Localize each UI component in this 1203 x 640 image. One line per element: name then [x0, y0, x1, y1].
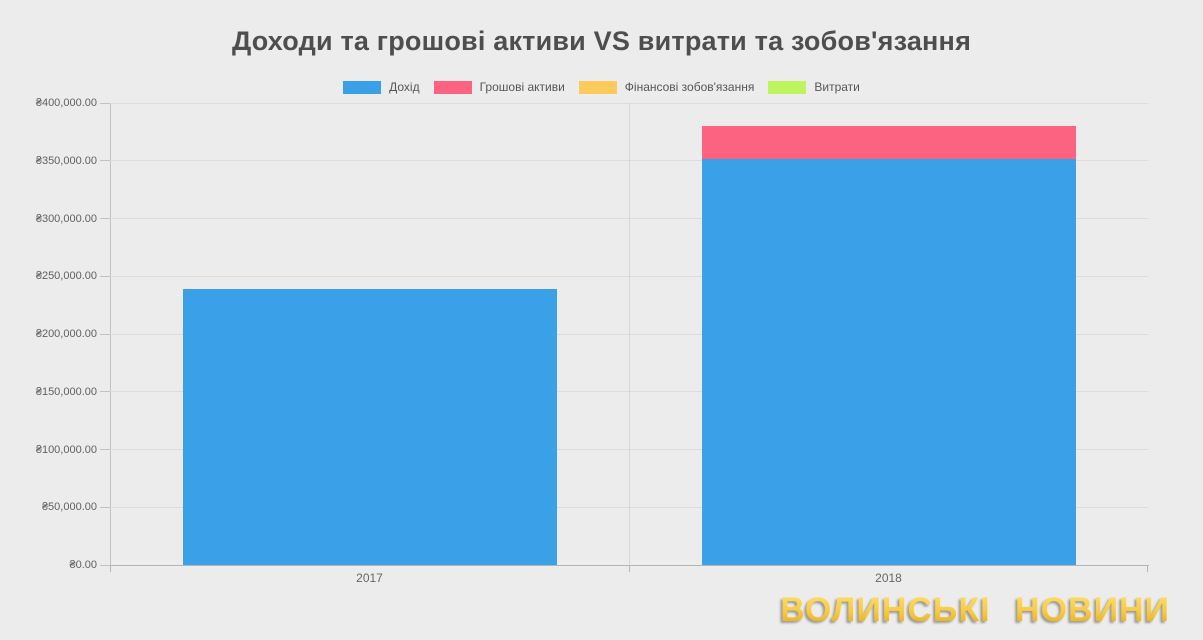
- bar-segment-2018-series-2[interactable]: [701, 126, 1076, 160]
- y-axis-tick: [100, 506, 110, 508]
- chart-legend: Дохід Грошові активи Фінансові зобов'язанн…: [0, 80, 1203, 94]
- legend-item-3[interactable]: Фінансові зобов'язання: [578, 80, 755, 94]
- y-axis-tick: [100, 391, 110, 393]
- x-axis-category-label: 2018: [875, 571, 902, 585]
- legend-item-label: Грошові активи: [479, 80, 565, 94]
- x-axis-tick: [110, 565, 111, 572]
- legend-item-4[interactable]: Витрати: [768, 80, 860, 94]
- y-axis-tick-label: ₴350,000.00: [35, 154, 97, 167]
- y-axis-tick: [100, 160, 110, 162]
- x-axis-tick: [629, 565, 630, 572]
- legend-item-label: Дохід: [389, 80, 420, 94]
- legend-item-label: Фінансові зобов'язання: [624, 80, 755, 94]
- y-axis-tick: [100, 102, 110, 104]
- y-axis-tick-label: ₴200,000.00: [35, 328, 97, 340]
- category-separator-line: [628, 103, 630, 565]
- legend-swatch-icon: [433, 80, 472, 94]
- bar-segment-2017-series-1[interactable]: [182, 288, 557, 565]
- x-axis-tick: [1147, 565, 1148, 572]
- bar-chart-plot-area: ₴0.00 ₴50,000.00 ₴100,000.00 ₴150,000.00 ₴20…: [36, 97, 1149, 585]
- y-axis-tick: [100, 564, 110, 566]
- bar-segment-2018-series-1[interactable]: [701, 159, 1076, 565]
- chart-title: Доходи та грошові активи VS витрати та з…: [231, 26, 972, 56]
- legend-item-1[interactable]: Дохід: [343, 80, 420, 94]
- y-axis-tick-label: ₴150,000.00: [35, 385, 97, 398]
- x-axis-category-label: 2017: [356, 571, 383, 585]
- y-axis-tick-label: ₴100,000.00: [35, 443, 97, 456]
- legend-item-label: Витрати: [814, 80, 860, 94]
- y-axis-tick: [100, 449, 110, 450]
- legend-swatch-icon: [768, 80, 807, 94]
- watermark-logo: ВОЛИНСЬКІ НОВИНИ: [780, 591, 1170, 629]
- legend-swatch-icon: [343, 80, 382, 94]
- y-axis-tick-label: ₴0.00: [69, 559, 97, 571]
- y-axis-tick-label: ₴250,000.00: [35, 270, 97, 283]
- y-axis-tick-label: ₴50,000.00: [41, 501, 97, 514]
- y-axis-tick: [100, 275, 110, 277]
- y-axis-tick-label: ₴400,000.00: [35, 97, 97, 109]
- y-axis-tick: [100, 333, 110, 335]
- legend-item-2[interactable]: Грошові активи: [433, 80, 565, 94]
- legend-swatch-icon: [578, 80, 617, 94]
- y-axis-tick-label: ₴300,000.00: [35, 212, 97, 225]
- y-axis-tick: [100, 218, 110, 219]
